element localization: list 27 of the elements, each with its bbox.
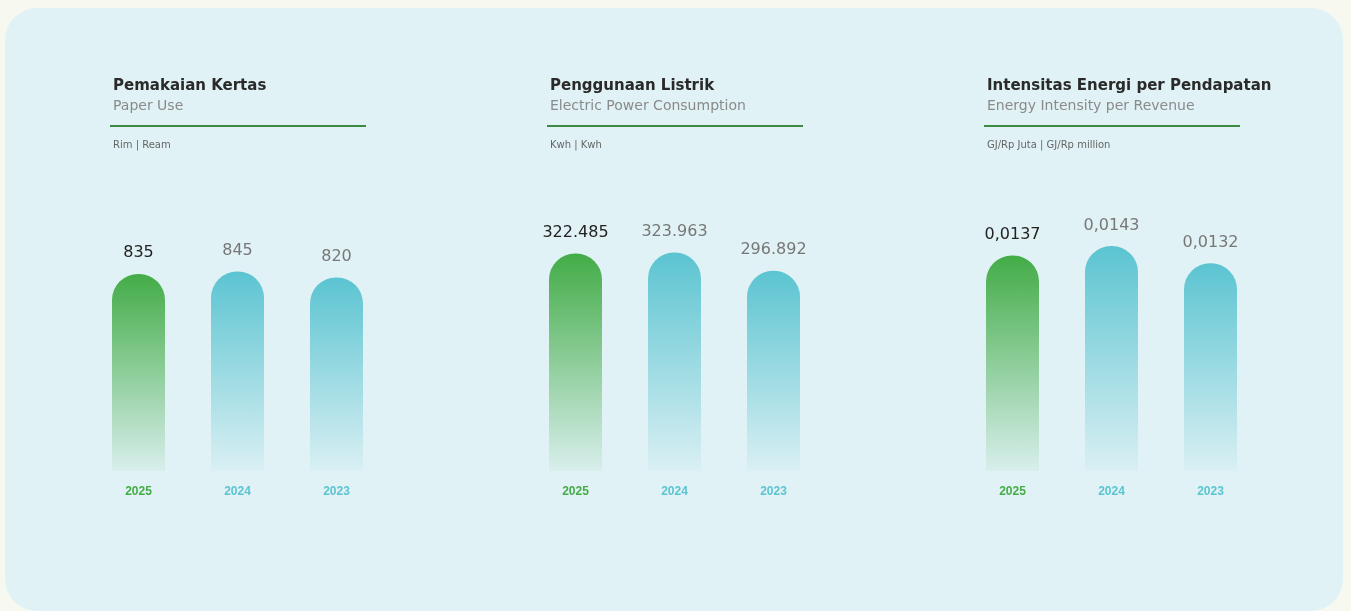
x-tick-label: 2024 xyxy=(224,484,252,498)
data-label: 322.485 xyxy=(542,222,609,242)
data-label: 0,0143 xyxy=(1083,214,1140,234)
chart-subtitle: Electric Power Consumption xyxy=(550,97,746,113)
x-tick-label: 2024 xyxy=(661,484,689,498)
x-tick-label: 2023 xyxy=(323,484,351,498)
data-label: 845 xyxy=(222,240,253,260)
x-tick-label: 2023 xyxy=(760,484,788,498)
data-label: 296.892 xyxy=(740,239,807,259)
data-label: 0,0132 xyxy=(1182,231,1239,251)
chart-subtitle: Paper Use xyxy=(113,97,184,113)
text: Kwh | Kwh xyxy=(550,138,602,151)
chart-title: Intensitas Energi per Pendapatan xyxy=(987,75,1272,94)
text: GJ/Rp Juta | GJ/Rp million xyxy=(987,138,1111,151)
data-label: 835 xyxy=(123,242,154,262)
chart-title: Penggunaan Listrik xyxy=(550,75,716,94)
x-tick-label: 2025 xyxy=(562,484,590,498)
data-label: 323.963 xyxy=(641,221,708,241)
chart-subtitle: Energy Intensity per Revenue xyxy=(987,97,1195,113)
x-tick-label: 2025 xyxy=(125,484,153,498)
x-tick-label: 2024 xyxy=(1098,484,1126,498)
chart-title: Pemakaian Kertas xyxy=(113,75,267,94)
x-tick-label: 2023 xyxy=(1197,484,1225,498)
data-label: 0,0137 xyxy=(984,223,1041,243)
x-tick-label: 2025 xyxy=(999,484,1027,498)
text: Rim | Ream xyxy=(113,138,171,151)
data-label: 820 xyxy=(321,245,352,265)
